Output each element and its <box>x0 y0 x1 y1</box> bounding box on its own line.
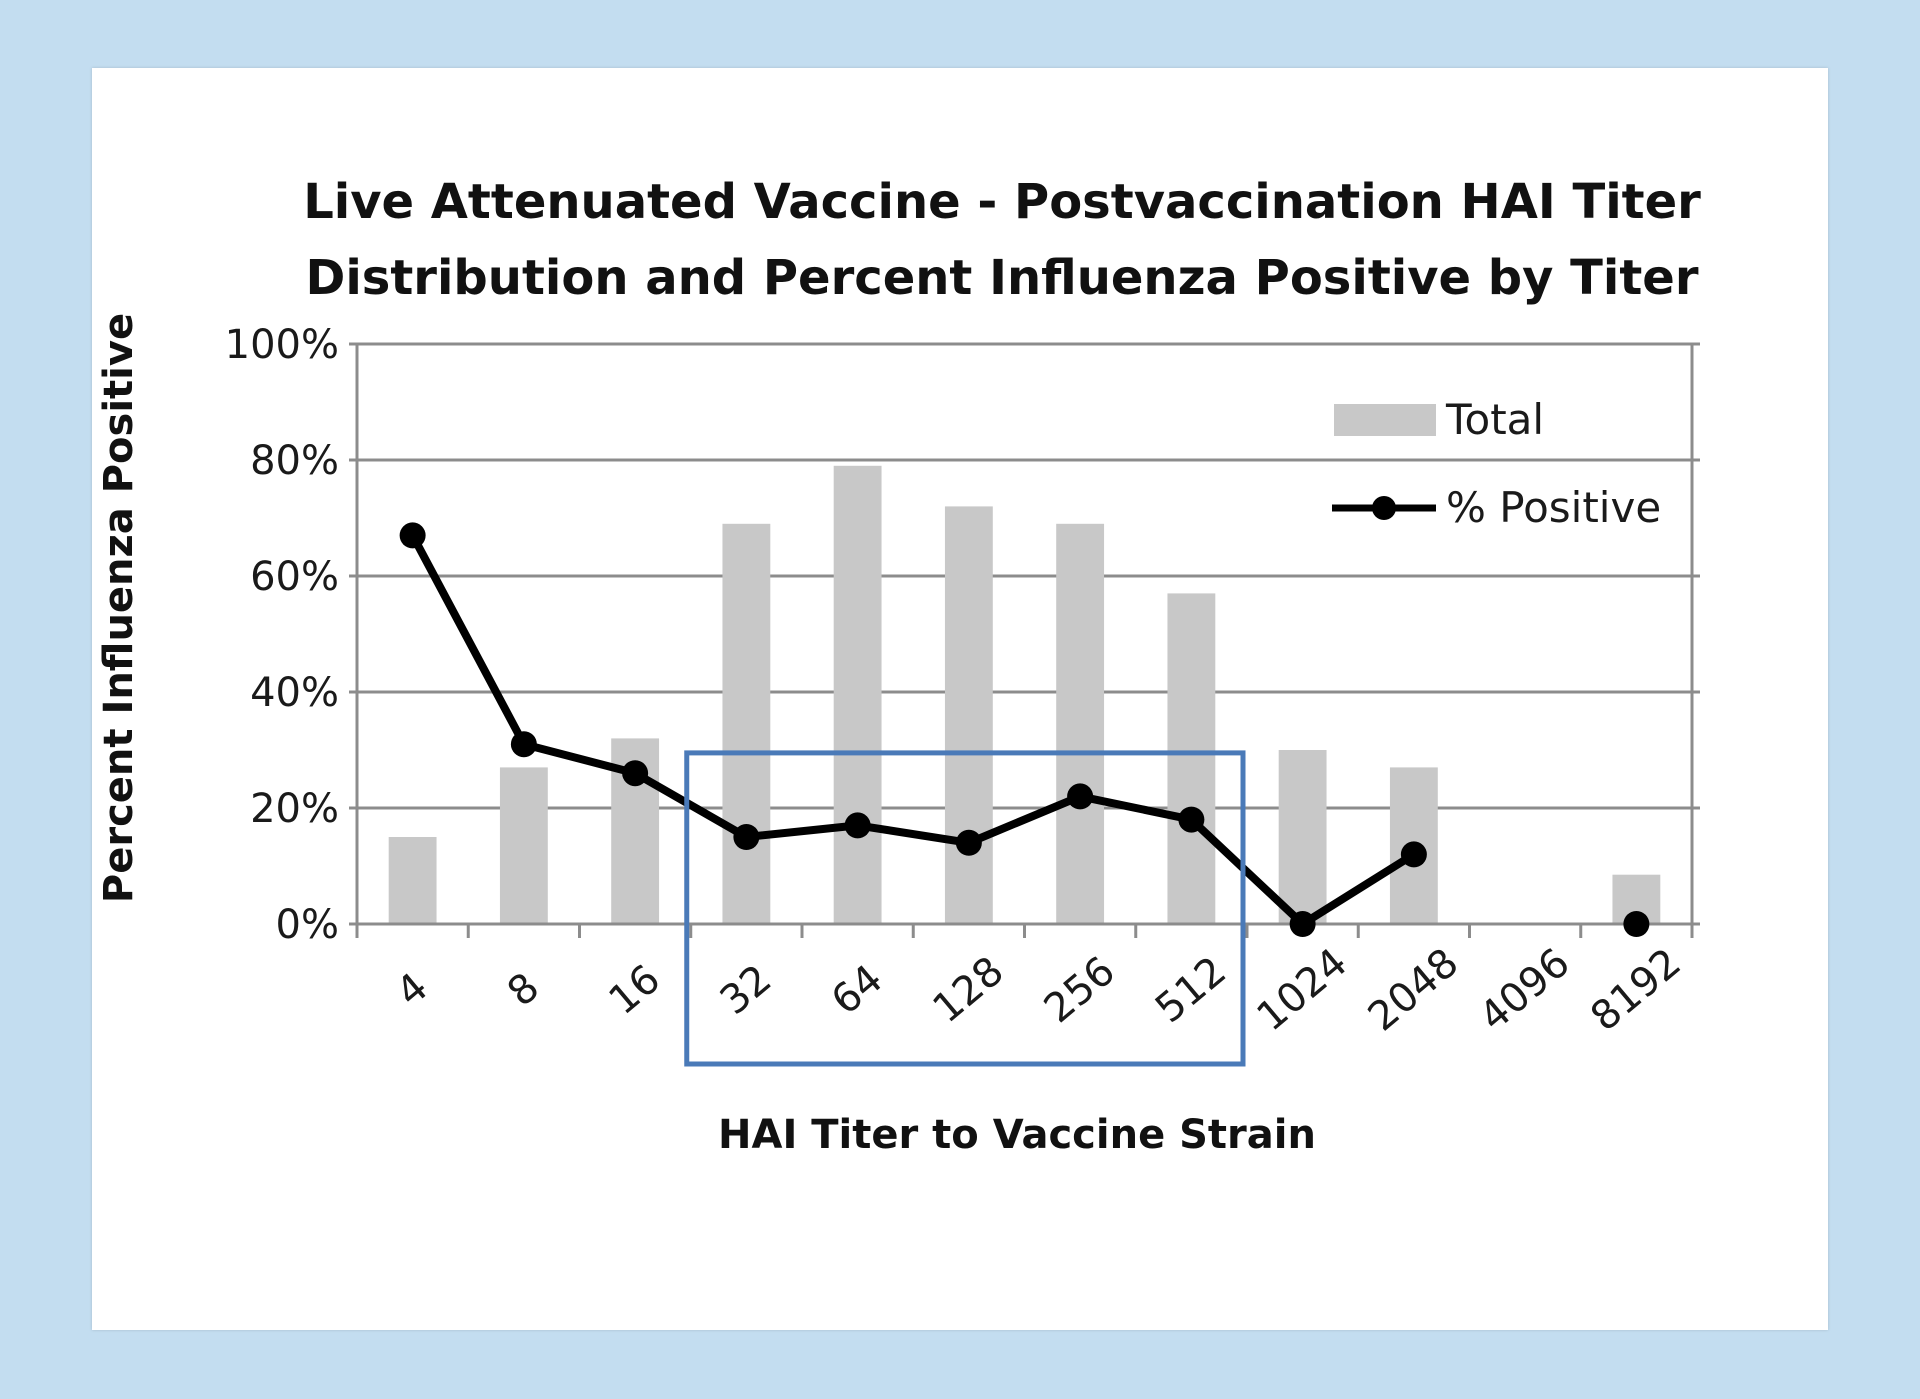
point-128 <box>955 829 982 856</box>
y-tick-labels: 0% 20% 40% 60% 80% 100% <box>225 322 339 948</box>
y-tick-label: 100% <box>225 322 339 368</box>
legend-marker-percent-positive <box>1372 496 1396 520</box>
legend-swatch-total <box>1334 404 1436 436</box>
point-1024 <box>1289 911 1316 937</box>
point-8 <box>510 731 537 758</box>
bar-256 <box>1056 523 1105 924</box>
x-tick-label-8: 8 <box>499 964 548 1016</box>
x-tick-label-2048: 2048 <box>1360 940 1468 1041</box>
point-64 <box>844 812 871 839</box>
highlight-box <box>684 750 1246 1067</box>
x-tick-label-16: 16 <box>600 956 669 1024</box>
bar-1024 <box>1278 750 1327 924</box>
bar-512 <box>1167 593 1216 924</box>
y-tick-label: 20% <box>250 786 339 832</box>
bar-64 <box>833 465 882 924</box>
y-tick-label: 80% <box>250 438 339 484</box>
x-axis-title: HAI Titer to Vaccine Strain <box>718 1112 1316 1158</box>
figure-panel: Live Attenuated Vaccine - Postvaccinatio… <box>92 68 1828 1330</box>
bar-128 <box>944 506 993 924</box>
chart-title-line-1: Live Attenuated Vaccine - Postvaccinatio… <box>303 174 1701 230</box>
x-tick-label-64: 64 <box>823 956 892 1024</box>
legend-label-total: Total <box>1445 395 1544 444</box>
percent-positive-line-0 <box>409 533 1416 928</box>
point-512 <box>1178 806 1205 833</box>
x-tick-label-128: 128 <box>924 948 1012 1032</box>
x-tick-label-256: 256 <box>1036 948 1124 1032</box>
bar-series-total <box>388 465 1661 924</box>
legend-label-percent-positive: % Positive <box>1446 483 1661 532</box>
x-tick-label-4: 4 <box>388 964 437 1016</box>
bar-32 <box>722 523 771 924</box>
point-32 <box>733 824 760 850</box>
bar-8 <box>499 767 548 924</box>
point-4 <box>399 522 426 549</box>
bar-4 <box>388 837 437 924</box>
legend: Total % Positive <box>1332 395 1661 532</box>
x-tick-label-32: 32 <box>712 956 781 1024</box>
chart: Live Attenuated Vaccine - Postvaccinatio… <box>96 174 1701 1158</box>
point-8192 <box>1623 911 1650 937</box>
line-series-percent-positive <box>399 522 1650 937</box>
point-256 <box>1067 783 1094 810</box>
x-tick-label-1024: 1024 <box>1248 940 1356 1041</box>
x-tick-label-4096: 4096 <box>1471 940 1579 1041</box>
point-2048 <box>1400 841 1427 868</box>
y-tick-label: 60% <box>250 554 339 600</box>
y-tick-label: 40% <box>250 670 339 716</box>
x-tick-label-512: 512 <box>1147 948 1235 1032</box>
axes <box>349 344 1700 938</box>
point-16 <box>622 760 649 787</box>
y-axis-title: Percent Influenza Positive <box>96 313 142 903</box>
x-tick-labels: 4 8 16 32 64 128 256 512 1024 2048 4096 8192 <box>388 940 1690 1041</box>
chart-title-line-2: Distribution and Percent Influenza Posit… <box>305 250 1698 306</box>
y-tick-label: 0% <box>276 902 339 948</box>
x-tick-label-8192: 8192 <box>1582 940 1690 1041</box>
